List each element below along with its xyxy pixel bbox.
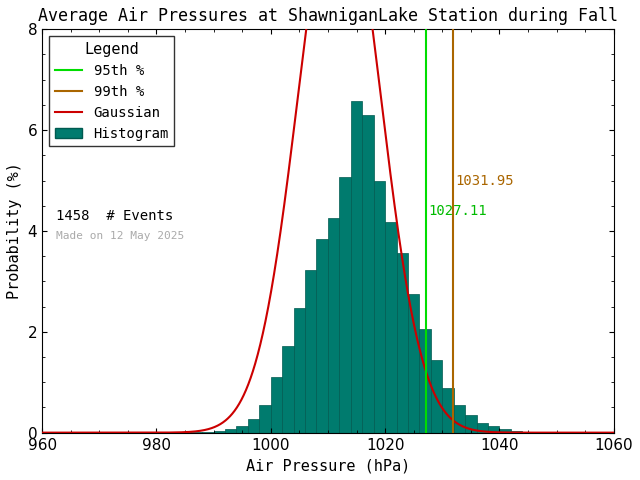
Bar xyxy=(248,419,259,432)
Text: Made on 12 May 2025: Made on 12 May 2025 xyxy=(56,231,185,241)
Bar xyxy=(477,422,488,432)
Bar xyxy=(511,431,522,432)
Bar xyxy=(328,218,339,432)
Bar xyxy=(294,308,305,432)
Text: 1027.11: 1027.11 xyxy=(428,204,486,218)
Bar xyxy=(236,426,248,432)
Bar xyxy=(465,416,477,432)
Bar xyxy=(225,429,236,432)
Bar xyxy=(317,239,328,432)
Bar xyxy=(499,429,511,432)
Bar xyxy=(397,253,408,432)
Bar xyxy=(271,377,282,432)
Bar xyxy=(282,346,294,432)
Bar xyxy=(454,405,465,432)
Bar xyxy=(431,360,442,432)
Y-axis label: Probability (%): Probability (%) xyxy=(7,163,22,300)
Text: 1458  # Events: 1458 # Events xyxy=(56,209,173,223)
Bar xyxy=(362,115,374,432)
Bar xyxy=(339,177,351,432)
Bar xyxy=(442,388,454,432)
Bar xyxy=(305,270,317,432)
Bar xyxy=(214,431,225,432)
Bar xyxy=(351,101,362,432)
X-axis label: Air Pressure (hPa): Air Pressure (hPa) xyxy=(246,458,410,473)
Bar xyxy=(374,180,385,432)
Title: Average Air Pressures at ShawniganLake Station during Fall: Average Air Pressures at ShawniganLake S… xyxy=(38,7,618,25)
Legend: 95th %, 99th %, Gaussian, Histogram: 95th %, 99th %, Gaussian, Histogram xyxy=(49,36,175,146)
Bar xyxy=(488,426,499,432)
Text: 1031.95: 1031.95 xyxy=(456,174,515,188)
Bar xyxy=(408,295,419,432)
Bar xyxy=(259,405,271,432)
Bar xyxy=(419,329,431,432)
Bar xyxy=(385,222,397,432)
